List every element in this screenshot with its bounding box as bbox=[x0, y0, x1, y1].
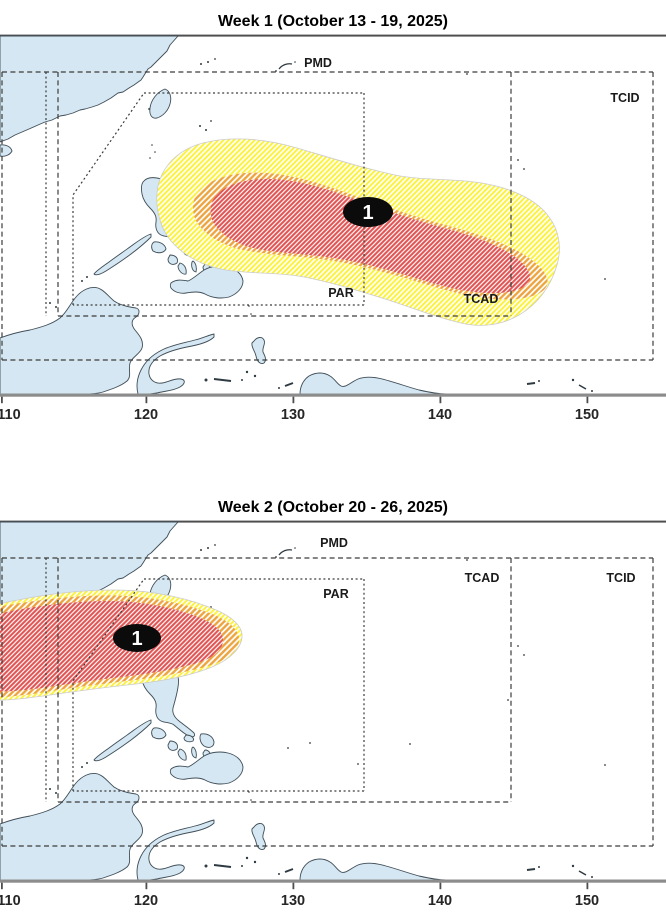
tick-label-140: 140 bbox=[428, 407, 452, 423]
tick-label-130: 130 bbox=[281, 407, 305, 423]
week1-label-tcad: TCAD bbox=[464, 292, 499, 306]
week1-frame-line bbox=[0, 34, 666, 37]
map-week2: 1 PMD TCAD TCID PAR 110 120 130 140 150 bbox=[0, 521, 666, 909]
week2-title: Week 2 (October 20 - 26, 2025) bbox=[218, 499, 448, 516]
tick-label-110: 110 bbox=[0, 407, 21, 423]
week1-title: Week 1 (October 13 - 19, 2025) bbox=[218, 13, 448, 30]
tick-label-150: 150 bbox=[575, 407, 599, 423]
tick-label-130: 130 bbox=[281, 893, 305, 909]
map-week1: 1 PMD TCID PAR TCAD 110 120 130 140 150 bbox=[0, 35, 666, 423]
tick-label-120: 120 bbox=[134, 893, 158, 909]
week2-label-pmd: PMD bbox=[320, 536, 348, 550]
week1-label-tcid: TCID bbox=[610, 91, 639, 105]
week2-label-tcad: TCAD bbox=[465, 571, 500, 585]
week2-high-probability-zone bbox=[0, 601, 224, 692]
tick-label-110: 110 bbox=[0, 893, 21, 909]
week1-disturbance-marker: 1 bbox=[343, 197, 393, 227]
week2-longitude-axis bbox=[0, 879, 666, 890]
tick-label-150: 150 bbox=[575, 893, 599, 909]
tick-label-140: 140 bbox=[428, 893, 452, 909]
week1-formation-area bbox=[156, 138, 560, 326]
week2-label-par: PAR bbox=[323, 587, 348, 601]
tick-label-120: 120 bbox=[134, 407, 158, 423]
week1-label-pmd: PMD bbox=[304, 56, 332, 70]
week2-label-tcid: TCID bbox=[606, 571, 635, 585]
week1-label-par: PAR bbox=[328, 286, 353, 300]
week1-disturbance-number: 1 bbox=[362, 202, 373, 224]
week2-tick-labels: 110 120 130 140 150 bbox=[0, 893, 599, 909]
week2-landmass bbox=[0, 521, 607, 881]
week2-disturbance-marker: 1 bbox=[113, 624, 161, 652]
week1-longitude-axis bbox=[0, 393, 666, 404]
week1-tick-labels: 110 120 130 140 150 bbox=[0, 407, 599, 423]
week2-disturbance-number: 1 bbox=[131, 628, 142, 650]
week2-frame-line bbox=[0, 520, 666, 523]
